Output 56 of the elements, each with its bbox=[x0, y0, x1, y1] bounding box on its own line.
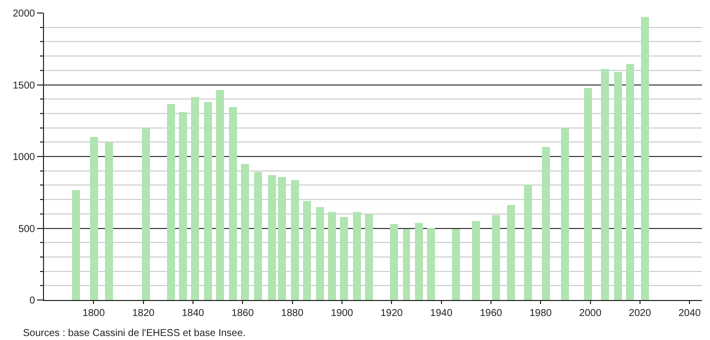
bar bbox=[72, 190, 80, 300]
bar bbox=[614, 72, 622, 300]
bar bbox=[254, 172, 262, 300]
bar bbox=[167, 104, 175, 300]
bar bbox=[452, 229, 460, 300]
x-tick-label: 2020 bbox=[628, 308, 652, 319]
x-tick-label: 1940 bbox=[430, 308, 453, 319]
bar bbox=[415, 223, 423, 300]
bar bbox=[492, 215, 500, 300]
bar bbox=[191, 97, 199, 300]
x-tick-label: 1800 bbox=[82, 308, 106, 319]
x-tick-label: 2000 bbox=[579, 308, 602, 319]
bar bbox=[353, 212, 361, 300]
y-tick-label: 1000 bbox=[12, 152, 36, 163]
bar bbox=[542, 147, 550, 300]
bar bbox=[427, 228, 435, 300]
y-tick-label: 500 bbox=[18, 224, 36, 235]
bar bbox=[641, 17, 649, 300]
bar bbox=[142, 128, 150, 300]
bar bbox=[268, 175, 276, 300]
bar bbox=[328, 212, 336, 300]
x-tick-label: 1820 bbox=[132, 308, 155, 319]
bar bbox=[105, 142, 113, 300]
x-tick-label: 1840 bbox=[182, 308, 205, 319]
x-tick-label: 1860 bbox=[232, 308, 254, 319]
bar bbox=[316, 207, 324, 300]
x-tick-label: 1980 bbox=[529, 308, 552, 319]
bar bbox=[472, 221, 480, 300]
x-tick-label: 1900 bbox=[330, 308, 354, 319]
x-tick-label: 1960 bbox=[480, 308, 502, 319]
bar bbox=[626, 64, 634, 300]
bar bbox=[229, 107, 237, 300]
bar bbox=[601, 69, 609, 300]
y-tick-label: 1500 bbox=[12, 80, 36, 92]
x-tick-label: 1880 bbox=[281, 308, 304, 319]
bar bbox=[179, 112, 187, 300]
bar bbox=[241, 164, 249, 300]
bar bbox=[561, 128, 569, 300]
y-tick-label: 0 bbox=[29, 296, 36, 306]
y-tick-label: 2000 bbox=[12, 8, 36, 20]
bar bbox=[204, 102, 212, 300]
bar bbox=[90, 137, 98, 300]
bar bbox=[584, 88, 592, 300]
bar bbox=[390, 224, 398, 300]
bar bbox=[291, 180, 299, 300]
bar bbox=[524, 185, 532, 300]
bar bbox=[507, 205, 515, 300]
bar bbox=[340, 217, 348, 300]
bar bbox=[278, 177, 286, 300]
bar bbox=[365, 214, 373, 300]
x-tick-label: 2040 bbox=[678, 308, 702, 319]
source-note: Sources : base Cassini de l'EHESS et base Insee. bbox=[23, 328, 246, 339]
bar bbox=[403, 229, 410, 300]
bar bbox=[303, 201, 311, 300]
bar bbox=[216, 90, 224, 300]
x-tick-label: 1920 bbox=[380, 308, 404, 319]
